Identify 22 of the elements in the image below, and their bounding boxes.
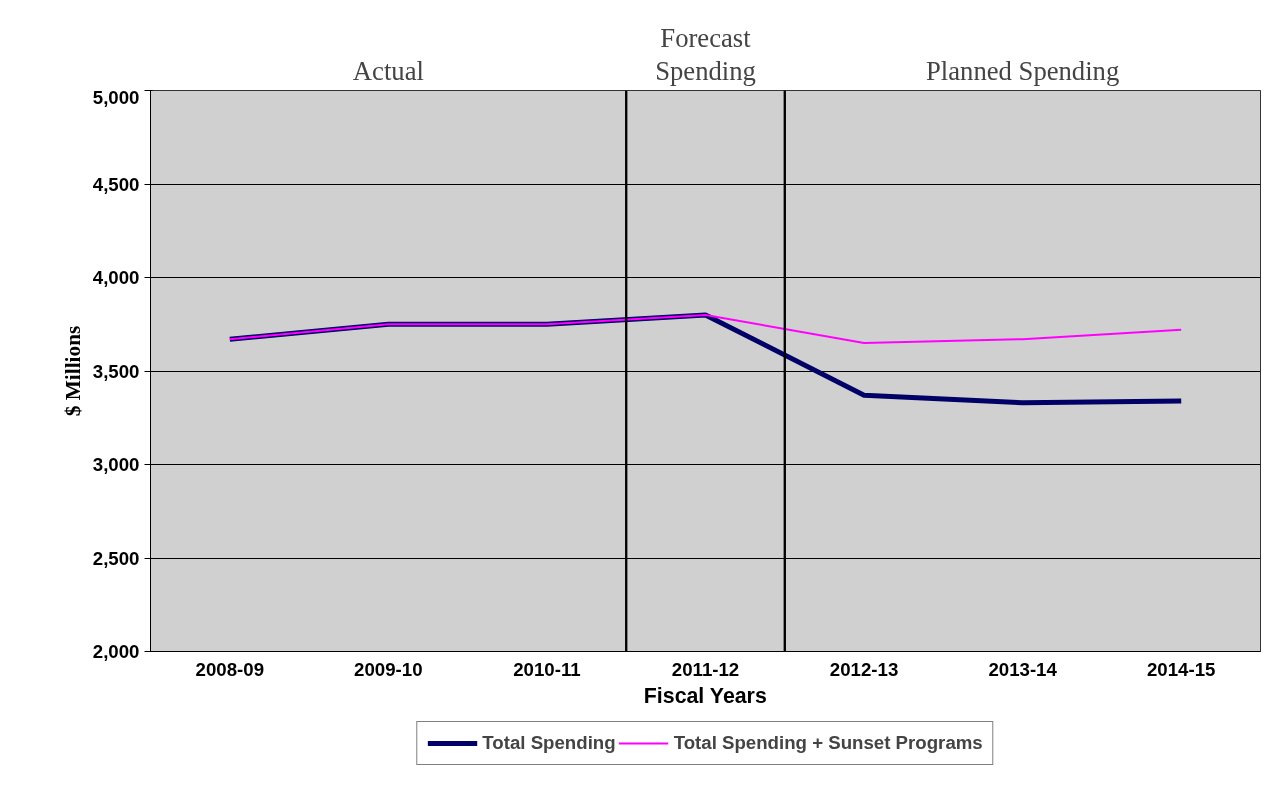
y-tick-label: 2,000 <box>92 641 140 662</box>
x-axis-title: Fiscal Years <box>643 683 767 708</box>
x-tick-label: 2009-10 <box>354 658 423 680</box>
x-tick-label: 2014-15 <box>1146 658 1216 680</box>
y-tick-label: 5,000 <box>92 86 140 108</box>
x-tick-label: 2011-12 <box>671 658 740 680</box>
y-tick-label: 3,500 <box>92 360 140 382</box>
y-axis-title: $ Millions <box>60 325 85 417</box>
legend-label: Total Spending <box>482 731 616 754</box>
x-tick-label: 2012-13 <box>829 658 899 680</box>
x-tick-label: 2013-14 <box>988 658 1058 680</box>
y-tick-label: 2,500 <box>92 547 140 569</box>
x-tick-label: 2010-11 <box>513 658 581 680</box>
band-label: Forecast Spending <box>655 23 756 86</box>
y-tick-label: 4,500 <box>92 173 140 195</box>
band-label: Actual <box>352 56 424 86</box>
x-tick-label: 2008-09 <box>195 658 265 680</box>
band-label: Planned Spending <box>926 56 1120 86</box>
legend-label: Total Spending + Sunset Programs <box>673 731 983 754</box>
y-tick-label: 3,000 <box>92 454 140 475</box>
line-series <box>228 313 1183 344</box>
y-tick-label: 4,000 <box>92 267 140 288</box>
